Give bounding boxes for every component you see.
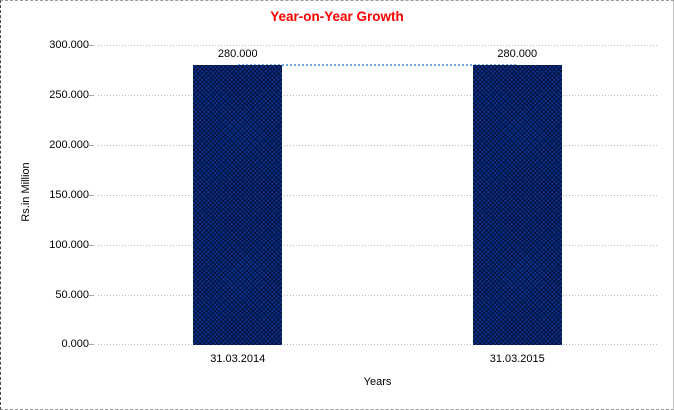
y-tick-label: 300.000 — [49, 39, 89, 51]
y-tick-label: 150.000 — [49, 189, 89, 201]
data-label: 280.000 — [497, 48, 538, 60]
gridline — [98, 45, 657, 46]
y-tick-label: 100.000 — [49, 239, 89, 251]
x-tick-label: 31.03.2015 — [489, 353, 545, 365]
y-tick-label: 250.000 — [49, 89, 89, 101]
y-tick-mark — [89, 145, 94, 146]
gridline — [98, 245, 657, 246]
y-tick-mark — [89, 245, 94, 246]
y-tick-mark — [89, 95, 94, 96]
x-tick-label: 31.03.2014 — [210, 353, 266, 365]
connector-line — [237, 64, 518, 66]
plot-area: 280.000 31.03.2014 280.000 31.03.2015 — [98, 45, 657, 365]
y-tick-label: 200.000 — [49, 139, 89, 151]
gridline — [98, 95, 657, 96]
x-axis-title: Years — [363, 376, 392, 388]
y-tick-label: 0.000 — [61, 338, 89, 350]
data-label: 280.000 — [217, 48, 258, 60]
y-tick-mark — [89, 45, 94, 46]
gridline — [98, 344, 657, 345]
gridline — [98, 145, 657, 146]
y-tick-label: 50.000 — [55, 289, 89, 301]
bar-31.03.2015 — [472, 65, 562, 345]
y-tick-mark — [89, 344, 94, 345]
y-tick-mark — [89, 295, 94, 296]
chart-title: Year-on-Year Growth — [270, 9, 404, 24]
gridline — [98, 295, 657, 296]
y-tick-mark — [89, 195, 94, 196]
gridline — [98, 195, 657, 196]
bar-31.03.2014 — [193, 65, 283, 345]
